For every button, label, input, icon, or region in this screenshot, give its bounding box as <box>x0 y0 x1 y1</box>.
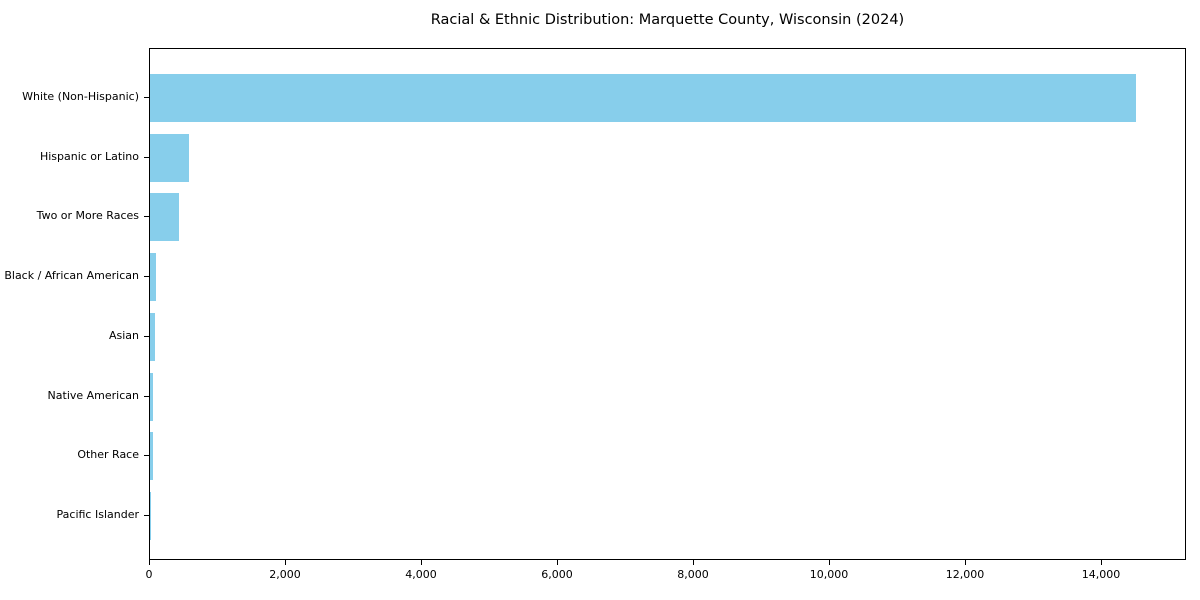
chart-bar-other-race <box>150 432 153 481</box>
y-tick-label-hispanic-or-latino: Hispanic or Latino <box>39 149 139 163</box>
x-tick-mark <box>829 560 830 565</box>
y-tick-mark <box>144 455 149 457</box>
y-tick-label-native-american: Native American <box>47 388 139 402</box>
y-tick-label-two-or-more-races: Two or More Races <box>36 209 139 223</box>
x-tick-label: 14,000 <box>1081 568 1121 581</box>
y-tick-mark <box>144 276 149 278</box>
x-tick-label: 10,000 <box>809 568 849 581</box>
x-tick-mark <box>285 560 286 565</box>
y-tick-label-pacific-islander: Pacific Islander <box>56 508 139 522</box>
chart-bar-native-american <box>150 372 154 421</box>
x-tick-label: 0 <box>145 568 153 581</box>
y-tick-label-asian: Asian <box>108 328 139 342</box>
chart-bar-hispanic-or-latino <box>150 133 190 182</box>
x-tick-mark <box>1101 560 1102 565</box>
y-tick-label-black-african-american: Black / African American <box>4 269 139 283</box>
y-tick-mark <box>144 515 149 517</box>
x-tick-mark <box>557 560 558 565</box>
plot-area <box>149 48 1186 560</box>
chart-bar-black-african-american <box>150 253 156 302</box>
x-tick-label: 6,000 <box>541 568 573 581</box>
x-tick-mark <box>965 560 966 565</box>
chart-title: Racial & Ethnic Distribution: Marquette … <box>430 12 905 28</box>
y-tick-mark <box>144 395 149 397</box>
x-tick-mark <box>421 560 422 565</box>
x-tick-mark <box>149 560 150 565</box>
x-tick-mark <box>693 560 694 565</box>
chart-bar-asian <box>150 312 155 361</box>
x-tick-label: 8,000 <box>677 568 709 581</box>
y-tick-mark <box>144 156 149 158</box>
x-tick-label: 2,000 <box>269 568 301 581</box>
y-tick-label-white-non-hispanic: White (Non-Hispanic) <box>22 89 139 103</box>
chart-bar-two-or-more-races <box>150 193 179 242</box>
x-tick-label: 4,000 <box>405 568 437 581</box>
chart-bar-white-non-hispanic <box>150 73 1136 122</box>
y-tick-mark <box>144 335 149 337</box>
x-tick-label: 12,000 <box>945 568 985 581</box>
y-tick-label-other-race: Other Race <box>77 448 139 462</box>
y-tick-mark <box>144 216 149 218</box>
y-tick-mark <box>144 96 149 98</box>
